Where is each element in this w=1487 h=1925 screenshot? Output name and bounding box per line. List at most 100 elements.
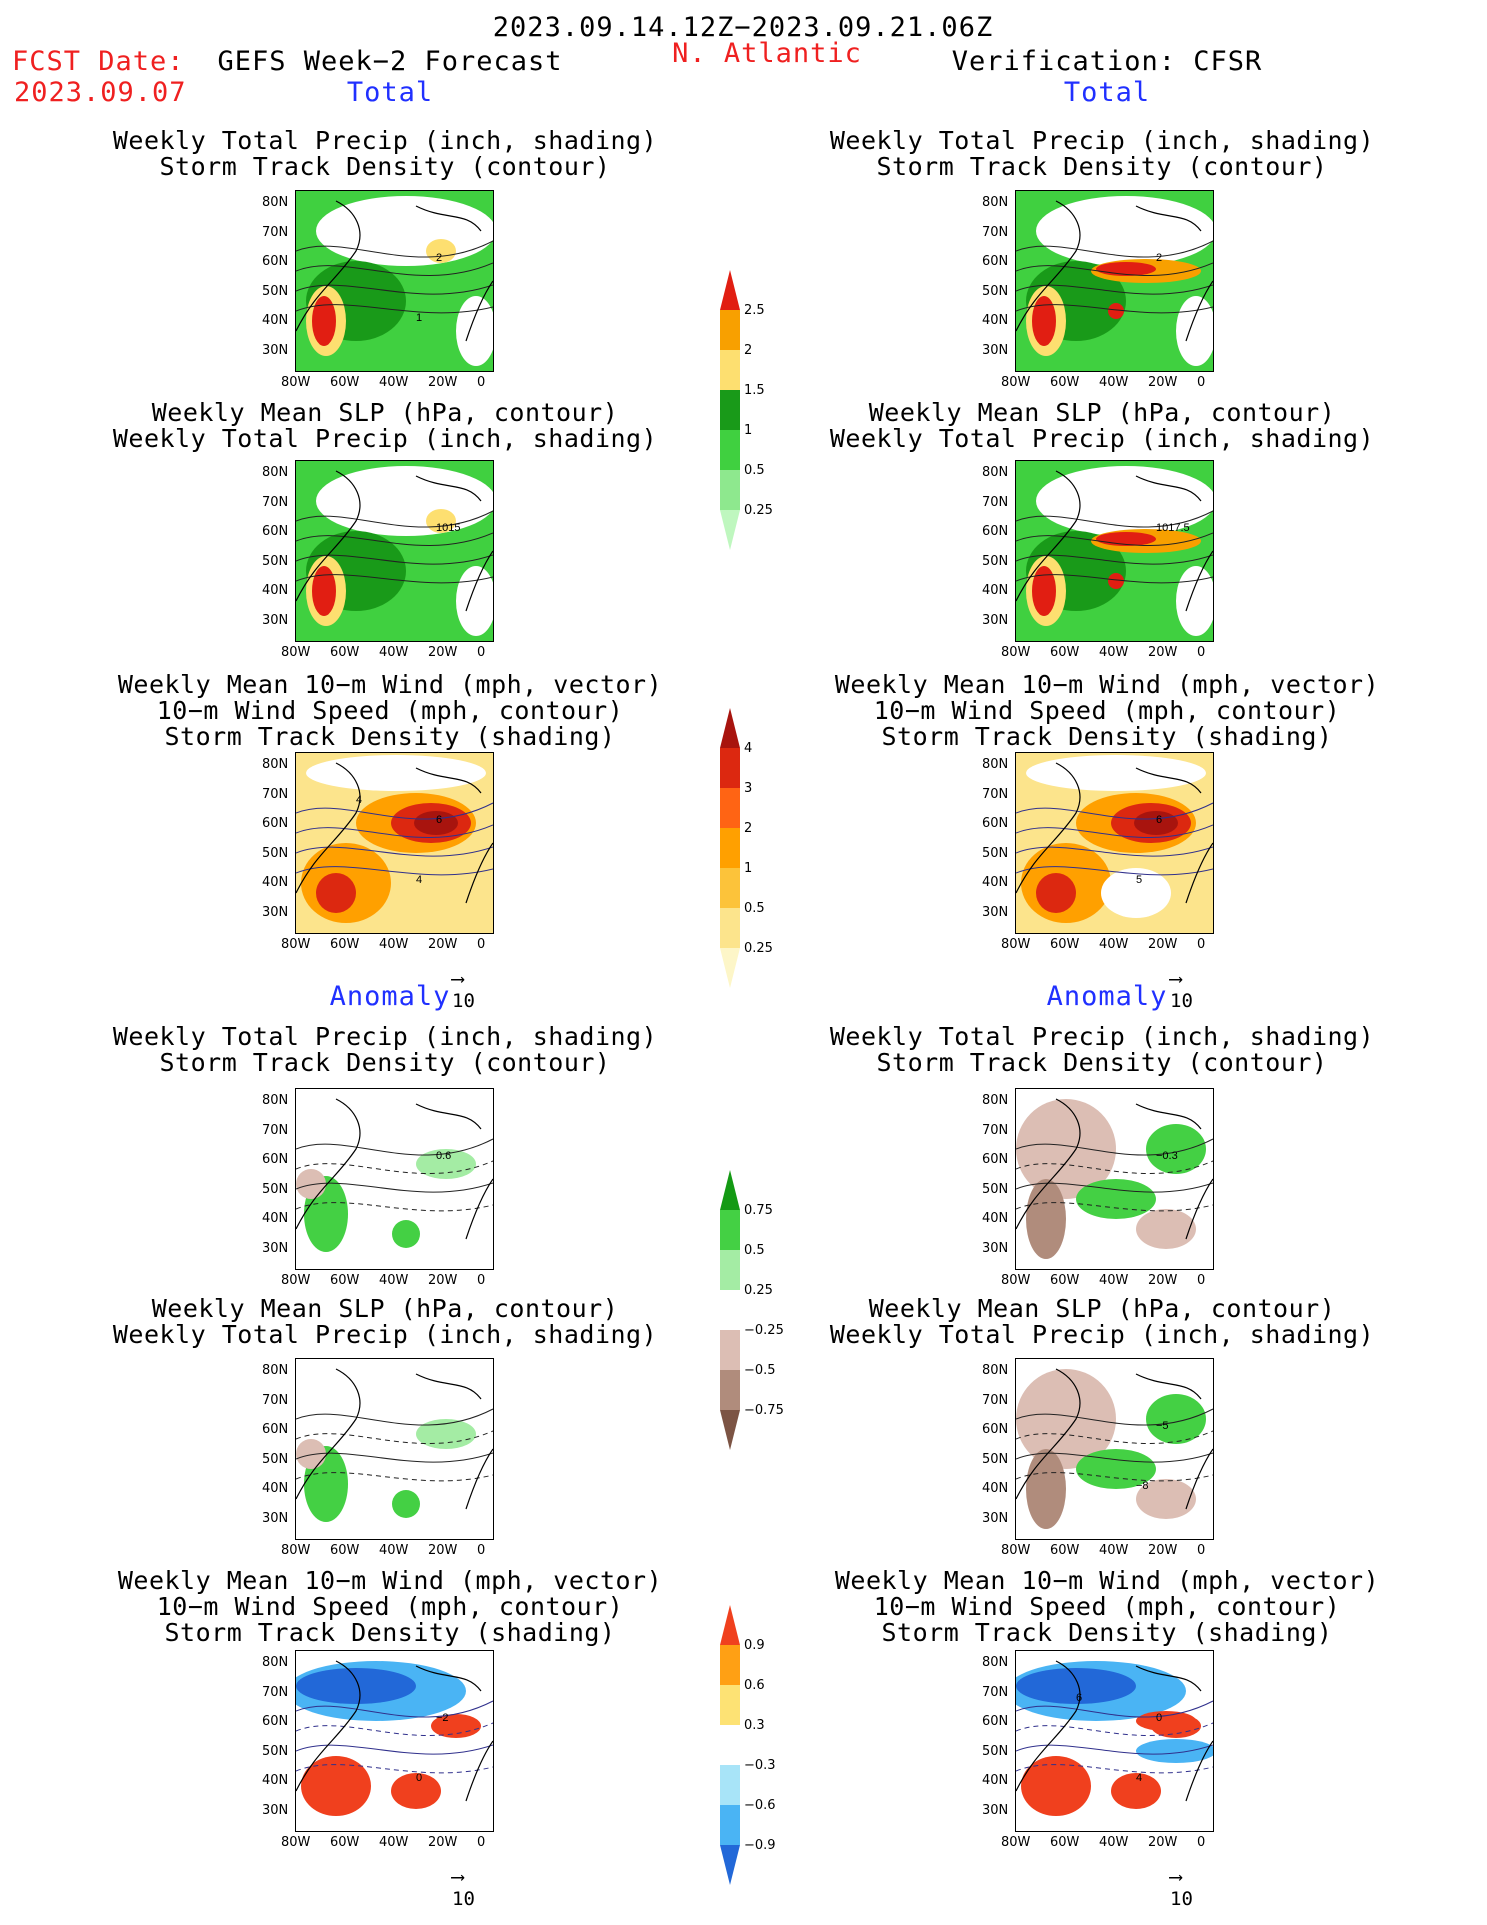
panel-subtitle: Storm Track Density (shading) xyxy=(881,722,1333,751)
gefs-awind-map: −2 0 xyxy=(295,1650,494,1832)
contour-label: −2 xyxy=(436,1712,449,1724)
colorbar-segment xyxy=(720,1765,740,1805)
negative-anomaly xyxy=(1136,1209,1196,1249)
contour-line xyxy=(296,304,493,314)
panel-subtitle: Storm Track Density (contour) xyxy=(876,1048,1328,1077)
lat-tick-label: 30N xyxy=(982,1240,1009,1256)
colorbar-label: −0.6 xyxy=(744,1798,776,1813)
lon-tick-label: 80W xyxy=(281,1835,311,1850)
lat-tick-label: 60N xyxy=(982,1714,1009,1729)
lat-tick-label: 60N xyxy=(262,254,289,269)
lat-tick-label: 60N xyxy=(262,1152,289,1167)
lon-tick-label: 60W xyxy=(330,1543,360,1558)
contour-line xyxy=(1016,1160,1213,1174)
lon-tick-label: 0 xyxy=(1197,1273,1206,1288)
panel-title: Weekly Total Precip (inch, shading) xyxy=(112,126,658,155)
contour-line xyxy=(1016,532,1213,546)
lat-tick-label: 40N xyxy=(982,1211,1009,1226)
contour-line xyxy=(1016,304,1213,314)
contour-label: 6 xyxy=(1076,1692,1082,1704)
panel-subtitle: Weekly Total Precip (inch, shading) xyxy=(112,424,658,453)
contour-line xyxy=(1016,824,1213,838)
coastline xyxy=(1016,470,1213,612)
lon-tick-label: 60W xyxy=(1050,1835,1080,1850)
lat-tick-label: 60N xyxy=(262,1714,289,1729)
contour-label: 1015 xyxy=(436,522,460,534)
positive-anomaly xyxy=(391,1773,441,1809)
contour-line xyxy=(296,1202,493,1212)
colorbar-segment xyxy=(720,390,740,430)
lat-tick-label: 40N xyxy=(262,583,289,598)
lat-tick-label: 80N xyxy=(262,1093,289,1108)
contour-line xyxy=(296,1430,493,1444)
precip-max xyxy=(1032,296,1056,346)
lon-tick-label: 20W xyxy=(428,937,458,952)
lat-tick-label: 40N xyxy=(982,875,1009,890)
lat-tick-label: 30N xyxy=(262,1510,289,1526)
lon-tick-label: 60W xyxy=(1050,375,1080,390)
lat-tick-label: 70N xyxy=(262,1392,289,1408)
lat-tick-label: 50N xyxy=(982,283,1009,299)
colorbar-segment xyxy=(720,1725,740,1765)
colorbar-segment xyxy=(720,1410,740,1450)
lat-tick-label: 50N xyxy=(262,283,289,299)
lon-tick-label: 40W xyxy=(1099,375,1129,390)
dry-region xyxy=(1176,296,1213,366)
lat-tick-label: 70N xyxy=(262,494,289,510)
contour-line xyxy=(296,510,493,528)
cfsr-slp-map: 1017.5 xyxy=(1015,460,1214,642)
colorbar-precip-total xyxy=(720,270,740,550)
contour-line xyxy=(1016,1472,1213,1482)
fcst-date-value: 2023.09.07 xyxy=(14,77,187,108)
lon-tick-label: 40W xyxy=(379,1543,409,1558)
positive-anomaly xyxy=(1021,1756,1091,1816)
precip-max xyxy=(312,296,336,346)
greenland xyxy=(336,206,416,246)
lat-tick-label: 70N xyxy=(982,1392,1009,1408)
contour-line xyxy=(1016,1744,1213,1755)
lat-tick-label: 40N xyxy=(262,313,289,328)
lat-tick-label: 80N xyxy=(262,1363,289,1378)
contour-line xyxy=(296,554,493,565)
lon-tick-label: 80W xyxy=(1001,1273,1031,1288)
lon-tick-label: 80W xyxy=(1001,375,1031,390)
contour-label: 0.6 xyxy=(436,1150,451,1162)
colorbar-segment xyxy=(720,1250,740,1290)
lat-tick-label: 80N xyxy=(982,1093,1009,1108)
contour-line xyxy=(1016,240,1213,258)
contour-line xyxy=(296,1138,493,1156)
colorbar-label: 1.5 xyxy=(744,383,765,398)
lon-tick-label: 80W xyxy=(281,937,311,952)
lon-tick-label: 40W xyxy=(1099,1835,1129,1850)
lon-tick-label: 60W xyxy=(1050,1543,1080,1558)
colorbar-label: −0.3 xyxy=(744,1758,776,1773)
positive-anomaly xyxy=(1146,1124,1206,1174)
contour-label: −0.3 xyxy=(1156,1150,1178,1162)
contour-line xyxy=(1016,1764,1213,1774)
lat-tick-label: 30N xyxy=(982,342,1009,358)
lon-tick-label: 60W xyxy=(330,1835,360,1850)
colorbar-label: −0.75 xyxy=(744,1403,784,1418)
reference-vector: ⟶ 10 xyxy=(1170,968,1193,1012)
lon-tick-label: 40W xyxy=(379,1835,409,1850)
positive-anomaly xyxy=(392,1490,420,1518)
lat-tick-label: 30N xyxy=(262,1802,289,1818)
dry-region xyxy=(1176,566,1213,636)
panel-subtitle: Weekly Total Precip (inch, shading) xyxy=(829,1320,1375,1349)
positive-anomaly xyxy=(1076,1179,1156,1219)
contour-line xyxy=(296,1182,493,1193)
lat-tick-label: 50N xyxy=(982,845,1009,861)
contour-label: 2 xyxy=(1156,252,1162,264)
colorbar-label: 0.25 xyxy=(744,503,773,518)
region-title: N. Atlantic xyxy=(672,38,862,69)
coastline xyxy=(296,1368,493,1510)
lon-tick-label: 0 xyxy=(1197,375,1206,390)
cfsr-aprecip-map: −0.3 xyxy=(1015,1088,1214,1270)
lon-tick-label: 60W xyxy=(1050,937,1080,952)
positive-anomaly xyxy=(1111,1773,1161,1809)
lat-tick-label: 50N xyxy=(982,1451,1009,1467)
lat-tick-label: 30N xyxy=(262,342,289,358)
contour-line xyxy=(296,262,493,276)
lat-tick-label: 40N xyxy=(262,1773,289,1788)
cfsr-precip-map: 2 xyxy=(1015,190,1214,372)
